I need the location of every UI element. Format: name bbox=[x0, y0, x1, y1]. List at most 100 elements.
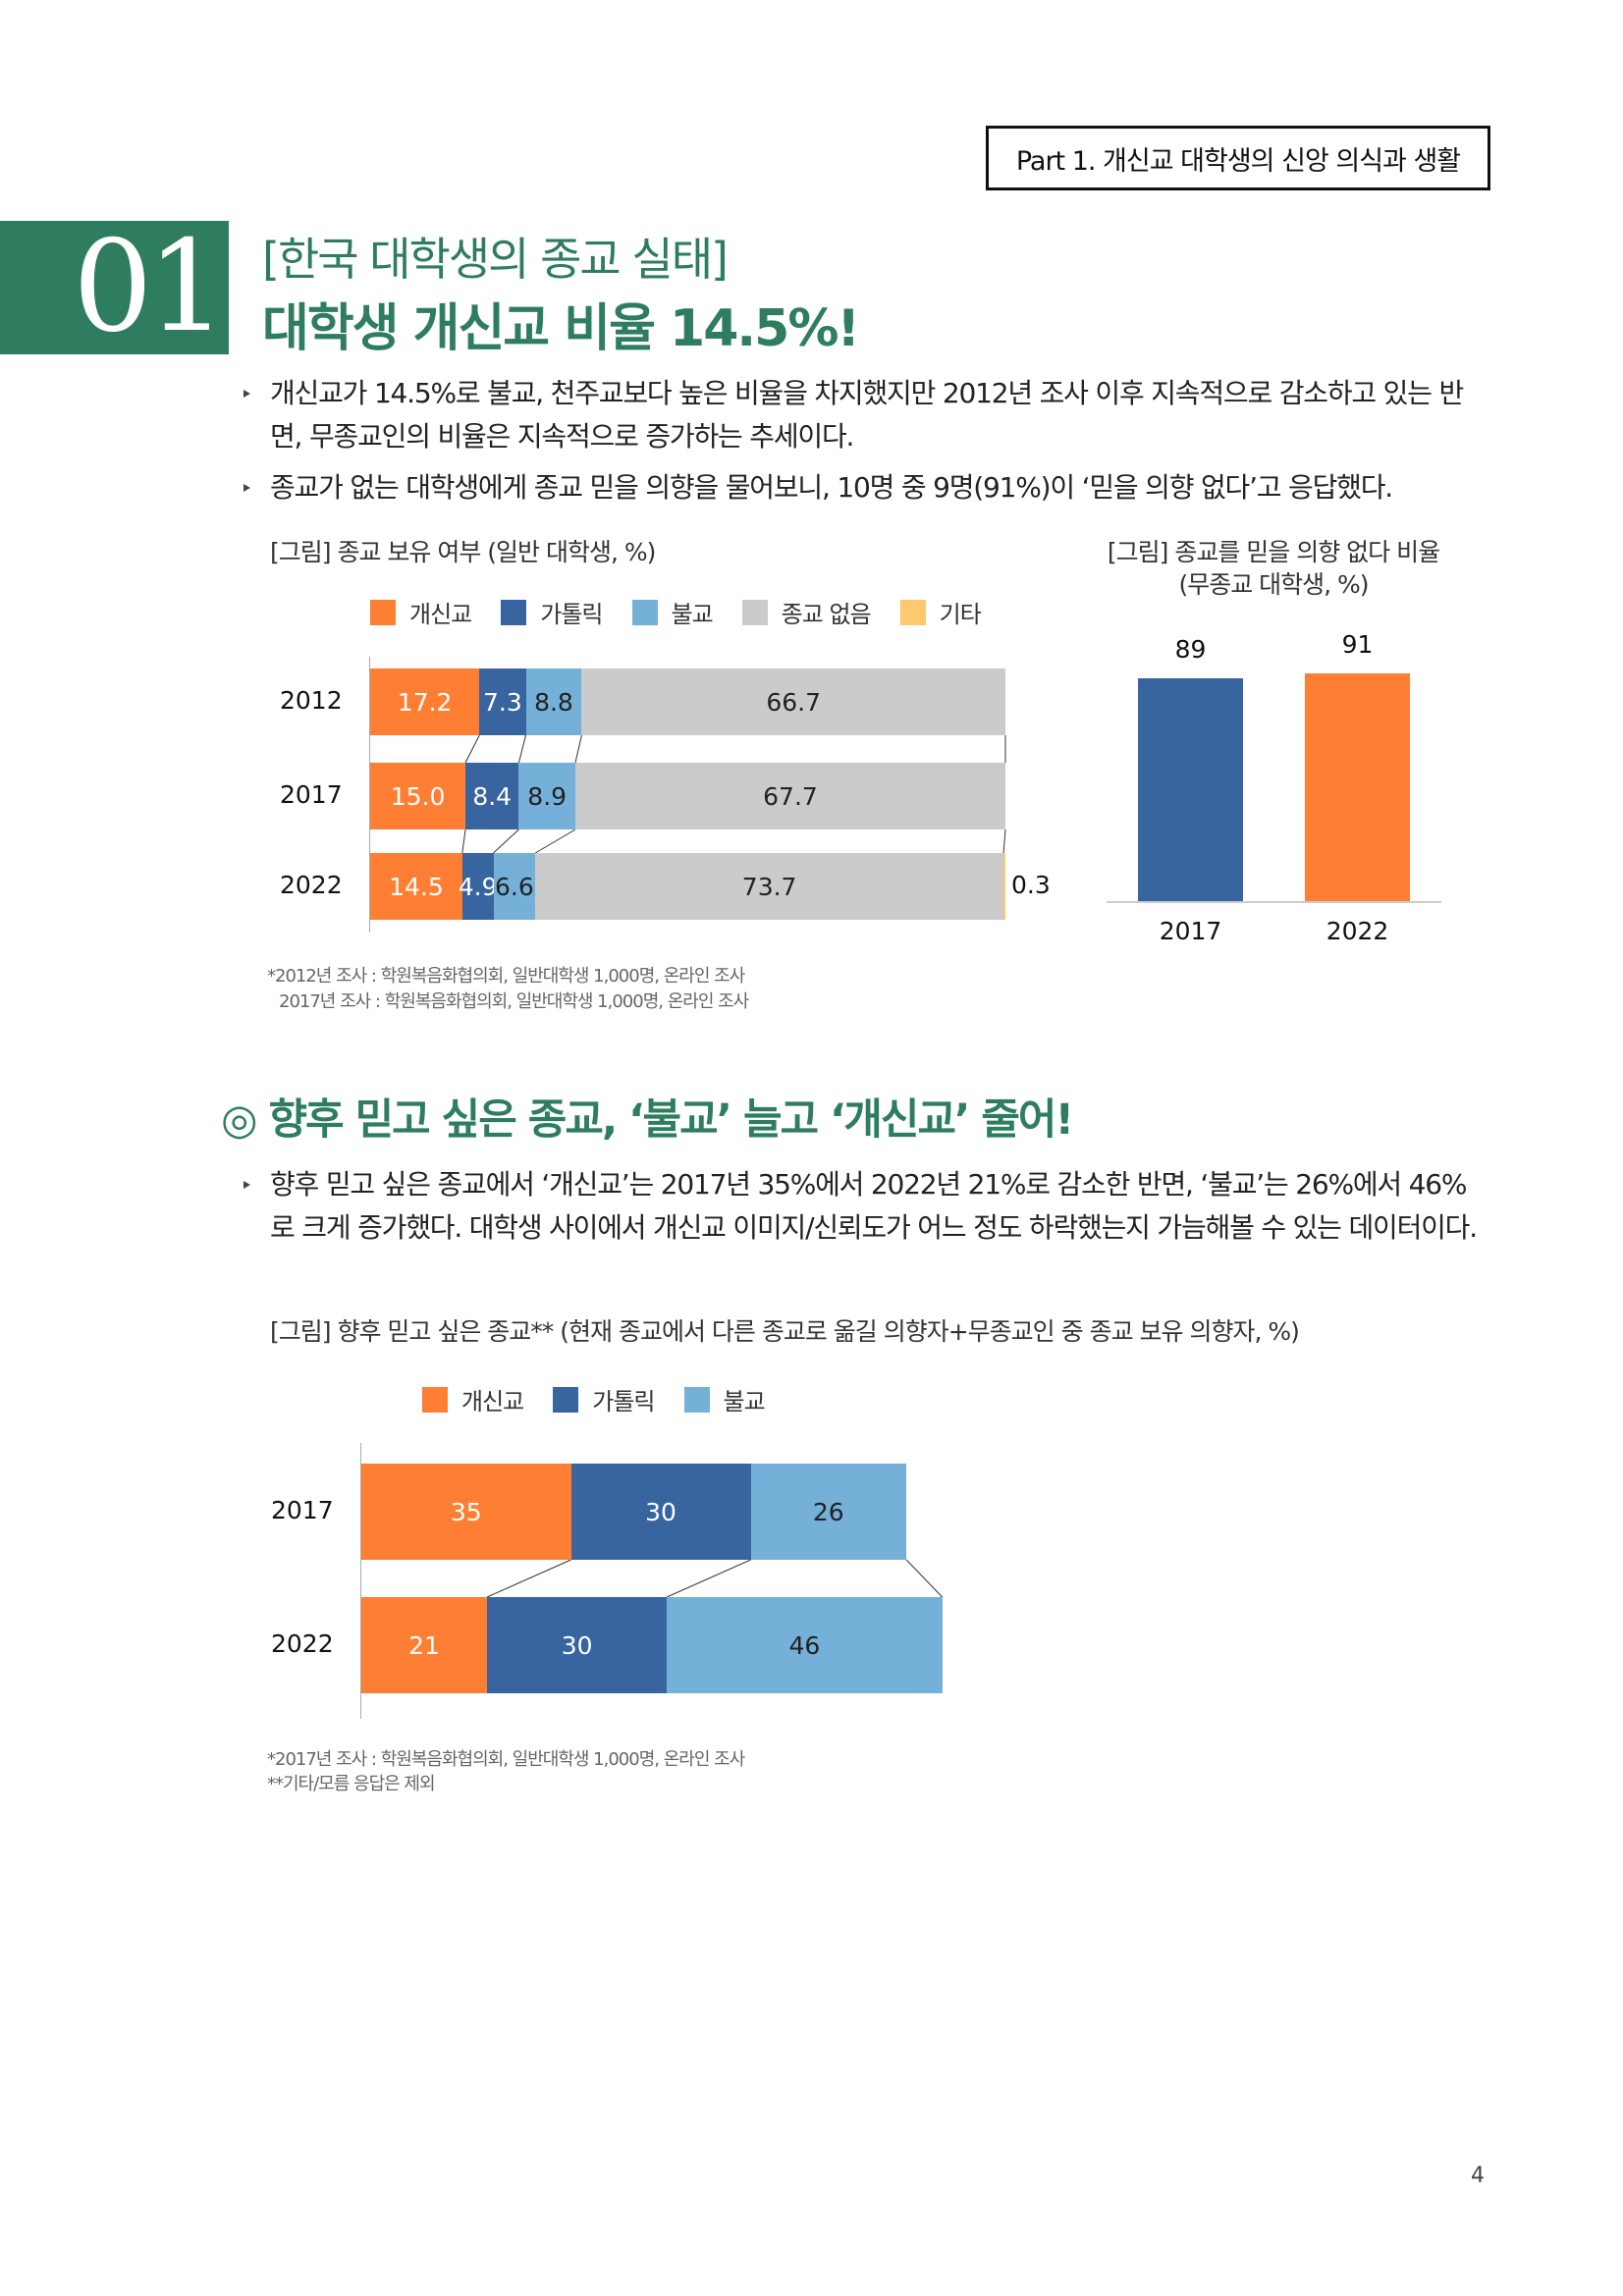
footnote: *2012년 조사 : 학원복음화협의회, 일반대학생 1,000명, 온라인 … bbox=[267, 966, 745, 987]
chart1-caption: [그림] 종교 보유 여부 (일반 대학생, %) bbox=[270, 538, 656, 566]
y-tick-label: 2022 bbox=[271, 1629, 334, 1658]
data-label: 4.9 bbox=[458, 872, 498, 901]
connector-line bbox=[461, 828, 466, 854]
chart1-legend: 개신교 가톨릭 불교 종교 없음 기타 bbox=[370, 595, 1010, 629]
legend-item: 기타 bbox=[899, 595, 982, 629]
data-label: 66.7 bbox=[766, 687, 822, 717]
legend-label: 종교 없음 bbox=[781, 601, 872, 628]
legend-item: 가톨릭 bbox=[501, 595, 604, 629]
connector-line bbox=[666, 1559, 751, 1598]
connector-lines bbox=[486, 1559, 944, 1598]
data-label: 14.5 bbox=[389, 872, 444, 901]
y-tick-label: 2012 bbox=[280, 686, 343, 715]
y-axis-line bbox=[369, 657, 370, 933]
bar bbox=[1138, 678, 1243, 901]
bar-segment: 6.6 bbox=[493, 853, 536, 920]
bar-segment: 30 bbox=[570, 1464, 751, 1560]
section-subtitle: [한국 대학생의 종교 실태] bbox=[262, 233, 729, 286]
bullet-item: 개신교가 14.5%로 불교, 천주교보다 높은 비율을 차지했지만 2012년… bbox=[243, 372, 1483, 458]
connector-line bbox=[517, 734, 526, 764]
bullet-text: 개신교가 14.5%로 불교, 천주교보다 높은 비율을 차지했지만 2012년… bbox=[270, 377, 1464, 453]
connector-lines bbox=[461, 734, 1006, 854]
data-label: 30 bbox=[645, 1497, 676, 1526]
bar-segment: 66.7 bbox=[581, 668, 1005, 735]
footnote: **기타/모름 응답은 제외 bbox=[267, 1774, 436, 1794]
footnote: *2017년 조사 : 학원복음화협의회, 일반대학생 1,000명, 온라인 … bbox=[267, 1749, 745, 1770]
legend-swatch bbox=[553, 1386, 579, 1413]
legend-item: 개신교 bbox=[370, 595, 472, 629]
legend-label: 불교 bbox=[671, 601, 714, 628]
bar-segment: 7.3 bbox=[479, 668, 526, 735]
data-label: 6.6 bbox=[494, 872, 534, 901]
bar-segment: 21 bbox=[361, 1597, 488, 1693]
legend-label: 기타 bbox=[939, 601, 982, 628]
part-label: Part 1. 개신교 대학생의 신앙 의식과 생활 bbox=[986, 126, 1490, 190]
page-number: 4 bbox=[1471, 2163, 1485, 2188]
bar-segment: 17.2 bbox=[370, 668, 480, 735]
section2-title: ◎ 향후 믿고 싶은 종교, ‘불교’ 늘고 ‘개신교’ 줄어! bbox=[221, 1095, 1074, 1145]
data-label: 8.9 bbox=[527, 781, 568, 811]
data-label: 46 bbox=[788, 1630, 821, 1660]
legend-item: 불교 bbox=[683, 1382, 766, 1416]
data-label: 8.4 bbox=[472, 781, 513, 811]
bar-segment: 14.5 bbox=[370, 853, 462, 920]
legend-swatch bbox=[683, 1386, 710, 1413]
chart2-subcaption: (무종교 대학생, %) bbox=[1178, 570, 1369, 599]
no-intent-chart: 89 2017 91 2022 bbox=[0, 0, 1623, 982]
data-label: 26 bbox=[812, 1497, 844, 1526]
legend-label: 가톨릭 bbox=[540, 601, 603, 628]
data-label: 0.3 bbox=[1011, 871, 1051, 899]
connector-line bbox=[574, 734, 582, 764]
bar-segment: 30 bbox=[487, 1597, 668, 1693]
bar-segment: 4.9 bbox=[459, 853, 498, 920]
bar-segment: 67.7 bbox=[574, 763, 1005, 829]
legend-swatch bbox=[501, 599, 527, 625]
footnote: 2017년 조사 : 학원복음화협의회, 일반대학생 1,000명, 온라인 조… bbox=[279, 991, 749, 1012]
section-title: 대학생 개신교 비율 14.5%! bbox=[262, 299, 860, 358]
y-tick-label: 2022 bbox=[280, 871, 343, 899]
chart3-caption: [그림] 향후 믿고 싶은 종교** (현재 종교에서 다른 종교로 옮길 의향… bbox=[270, 1317, 1300, 1346]
data-label: 21 bbox=[408, 1630, 440, 1660]
y-axis-line bbox=[360, 1443, 361, 1719]
legend-label: 불교 bbox=[723, 1388, 766, 1415]
bar-segment: 35 bbox=[361, 1464, 571, 1560]
legend-swatch bbox=[422, 1386, 448, 1413]
legend-label: 가톨릭 bbox=[592, 1388, 655, 1415]
data-label: 7.3 bbox=[483, 687, 522, 717]
y-tick-label: 2017 bbox=[280, 780, 343, 809]
connector-line bbox=[905, 1559, 944, 1598]
x-axis-line bbox=[1107, 901, 1441, 903]
legend-swatch bbox=[370, 599, 396, 625]
connector-line bbox=[534, 828, 576, 854]
bar-segment: 46 bbox=[667, 1597, 943, 1693]
data-label: 17.2 bbox=[397, 687, 453, 717]
bar-segment: 8.9 bbox=[518, 763, 575, 829]
data-label: 35 bbox=[450, 1497, 482, 1526]
legend-swatch bbox=[631, 599, 658, 625]
connector-line bbox=[486, 1559, 571, 1598]
bar-segment: 8.4 bbox=[465, 763, 519, 829]
legend-item: 가톨릭 bbox=[553, 1382, 656, 1416]
data-label: 15.0 bbox=[390, 781, 446, 811]
x-tick-label: 2022 bbox=[1325, 917, 1389, 945]
legend-item: 불교 bbox=[631, 595, 714, 629]
legend-label: 개신교 bbox=[461, 1388, 524, 1415]
bullet-item: 종교가 없는 대학생에게 종교 믿을 의향을 물어보니, 10명 중 9명(91… bbox=[243, 466, 1483, 509]
x-tick-label: 2017 bbox=[1159, 917, 1222, 945]
data-label: 67.7 bbox=[763, 781, 818, 811]
chart3-legend: 개신교 가톨릭 불교 bbox=[422, 1382, 794, 1416]
bar-segment: 8.8 bbox=[525, 668, 582, 735]
future-religion-chart: 2017 35 30 26 2022 21 30 46 bbox=[271, 1443, 944, 1719]
data-label: 89 bbox=[1174, 635, 1207, 665]
bar-segment bbox=[1003, 853, 1005, 920]
bullet-item: 향후 믿고 싶은 종교에서 ‘개신교’는 2017년 35%에서 2022년 2… bbox=[243, 1163, 1483, 1250]
connector-line bbox=[464, 734, 480, 764]
bar bbox=[1305, 672, 1410, 901]
chart2-caption: [그림] 종교를 믿을 의향 없다 비율 bbox=[1107, 538, 1440, 566]
connector-line bbox=[493, 828, 519, 854]
data-label: 8.8 bbox=[534, 687, 573, 717]
bar-segment: 15.0 bbox=[370, 763, 466, 829]
legend-swatch bbox=[741, 599, 768, 625]
bullet-text: 종교가 없는 대학생에게 종교 믿을 의향을 물어보니, 10명 중 9명(91… bbox=[270, 471, 1393, 504]
legend-item: 개신교 bbox=[422, 1382, 524, 1416]
